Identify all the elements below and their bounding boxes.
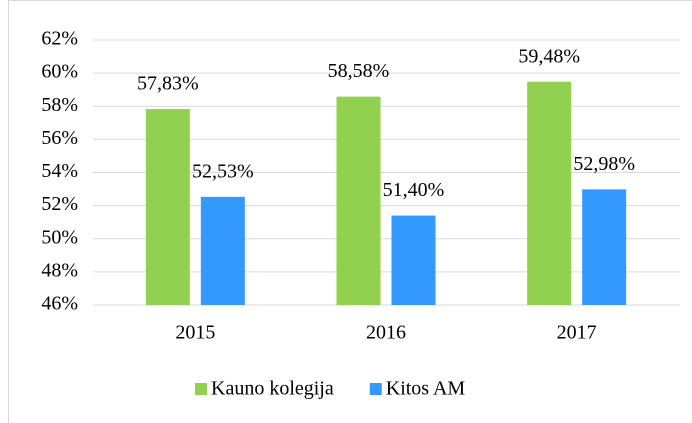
data-label: 57,83% bbox=[137, 73, 199, 95]
y-tick-label: 52% bbox=[41, 193, 78, 215]
y-tick-label: 58% bbox=[41, 94, 78, 116]
y-tick-label: 46% bbox=[41, 293, 78, 315]
data-label: 58,58% bbox=[328, 60, 390, 82]
bar bbox=[200, 196, 245, 305]
legend-label: Kitos AM bbox=[386, 378, 466, 400]
data-label: 59,48% bbox=[518, 45, 580, 67]
bar bbox=[527, 81, 572, 305]
legend-swatch bbox=[195, 383, 207, 395]
y-tick-label: 62% bbox=[41, 28, 78, 50]
y-tick-label: 54% bbox=[41, 160, 78, 182]
x-tick-label: 2015 bbox=[175, 322, 215, 344]
data-label: 52,98% bbox=[573, 153, 635, 175]
data-label: 52,53% bbox=[192, 160, 254, 182]
bar bbox=[582, 189, 627, 305]
bar bbox=[391, 215, 436, 305]
legend-swatch bbox=[369, 383, 382, 395]
y-tick-label: 56% bbox=[41, 127, 78, 149]
x-tick-label: 2017 bbox=[557, 322, 597, 344]
bar bbox=[336, 96, 381, 305]
y-tick-label: 60% bbox=[41, 61, 78, 83]
chart-border bbox=[8, 0, 692, 423]
data-label: 51,40% bbox=[383, 179, 445, 201]
y-tick-label: 50% bbox=[41, 226, 78, 248]
legend-label: Kauno kolegija bbox=[211, 378, 334, 400]
y-tick-label: 48% bbox=[41, 259, 78, 281]
bar bbox=[145, 109, 190, 305]
x-tick-label: 2016 bbox=[366, 322, 406, 344]
